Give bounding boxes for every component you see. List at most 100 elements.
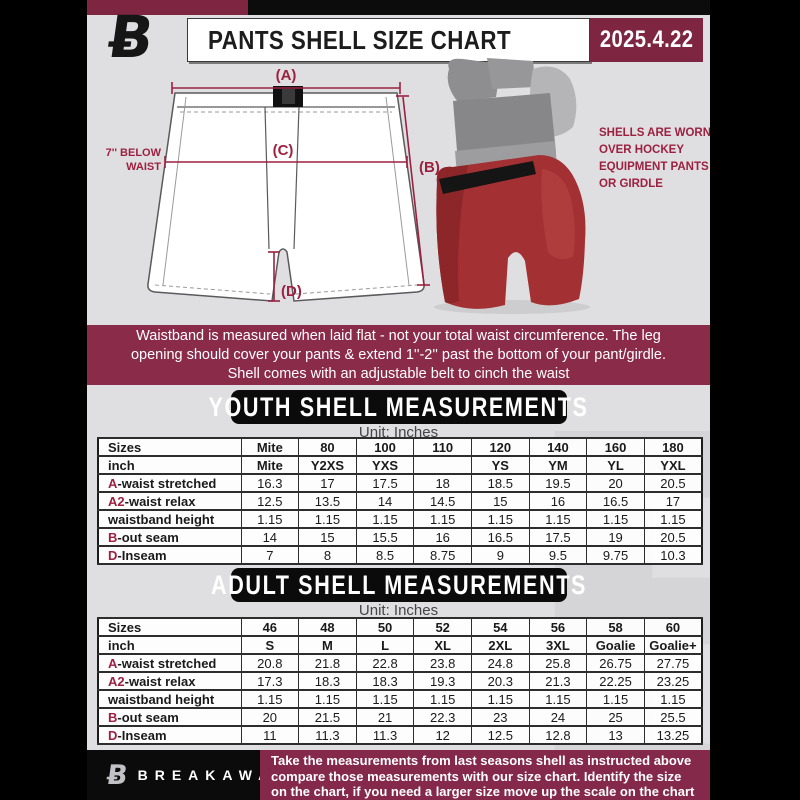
table-cell: S bbox=[240, 635, 300, 655]
row-label: Sizes bbox=[97, 437, 242, 457]
table-cell: 26.75 bbox=[586, 653, 645, 673]
table-cell: 1.15 bbox=[528, 689, 588, 709]
adult-heading-text: ADULT SHELL MEASUREMENTS bbox=[211, 569, 588, 600]
table-cell: 25 bbox=[586, 707, 645, 727]
table-cell: 13.5 bbox=[298, 491, 357, 511]
caption-line: OR GIRDLE bbox=[599, 178, 663, 190]
table-cell: 8.75 bbox=[413, 545, 472, 565]
table-cell: 48 bbox=[298, 617, 357, 637]
row-label: waistband height bbox=[97, 509, 242, 529]
table-cell: 12 bbox=[413, 725, 472, 745]
notice-line: opening should cover your pants & extend… bbox=[130, 346, 666, 363]
footer-note: Take the measurements from last seasons … bbox=[260, 750, 710, 800]
table-cell: 10.3 bbox=[643, 545, 703, 565]
caption-line: SHELLS ARE WORN bbox=[599, 127, 710, 139]
table-cell: 13 bbox=[586, 725, 645, 745]
table-cell: 12.5 bbox=[471, 725, 530, 745]
table-cell: 50 bbox=[355, 617, 415, 637]
table-row: B-out seam 20 21.5 21 22.3 23 24 25 25.5 bbox=[97, 707, 703, 727]
shells-caption: SHELLS ARE WORN OVER HOCKEY EQUIPMENT PA… bbox=[599, 127, 710, 190]
table-cell: 1.15 bbox=[355, 509, 415, 529]
pants-measurement-diagram: (A) (B) (C) (D) 7'' BELOW WAIST SHELLS A… bbox=[106, 58, 710, 314]
table-cell: Goalie bbox=[586, 635, 645, 655]
row-label: D-Inseam bbox=[97, 545, 242, 565]
table-cell: Mite bbox=[240, 455, 300, 475]
table-cell: 15.5 bbox=[355, 527, 415, 547]
youth-size-table: Sizes Mite 80 100 110 120 140 160 180 inch Mite Y2X… bbox=[97, 437, 703, 565]
row-label: inch bbox=[97, 635, 242, 655]
table-cell: 14 bbox=[240, 527, 300, 547]
table-cell: 52 bbox=[413, 617, 472, 637]
table-cell: 25.8 bbox=[528, 653, 588, 673]
header-black-bar bbox=[248, 0, 710, 15]
table-row: D-Inseam 7 8 8.5 8.75 9 9.5 9.75 10.3 bbox=[97, 545, 703, 565]
table-cell: YS bbox=[471, 455, 530, 475]
table-cell: 9 bbox=[471, 545, 530, 565]
adult-unit-label: Unit: Inches bbox=[358, 602, 439, 619]
row-label: A-waist stretched bbox=[97, 653, 242, 673]
table-cell: Goalie+ bbox=[643, 635, 703, 655]
table-cell: 21.8 bbox=[298, 653, 357, 673]
table-cell: 23.8 bbox=[413, 653, 472, 673]
table-cell: 7 bbox=[240, 545, 300, 565]
table-row: waistband height 1.15 1.15 1.15 1.15 1.15 1.15… bbox=[97, 689, 703, 709]
table-cell: Mite bbox=[240, 437, 300, 457]
row-label: A2-waist relax bbox=[97, 491, 242, 511]
table-cell: 1.15 bbox=[355, 689, 415, 709]
footer-note-line: compare those measurements with our size… bbox=[271, 768, 682, 784]
adult-section-heading: ADULT SHELL MEASUREMENTS bbox=[211, 568, 585, 602]
table-cell: 1.15 bbox=[298, 509, 357, 529]
table-cell: 58 bbox=[586, 617, 645, 637]
table-cell: 24 bbox=[528, 707, 588, 727]
table-cell: 22.3 bbox=[413, 707, 472, 727]
dimension-c-label: (C) bbox=[273, 142, 294, 159]
table-cell: M bbox=[298, 635, 357, 655]
table-cell: 18 bbox=[413, 473, 472, 493]
table-cell: 24.8 bbox=[471, 653, 530, 673]
table-cell: 8.5 bbox=[355, 545, 415, 565]
size-chart-page: B Ƀ PANTS SHELL SIZE CHART 2025.4.22 bbox=[87, 0, 710, 800]
table-cell: 13.25 bbox=[643, 725, 703, 745]
table-cell: 20.3 bbox=[471, 671, 530, 691]
breakaway-logo-icon: Ƀ bbox=[104, 759, 130, 791]
table-row: A2-waist relax 12.5 13.5 14 14.5 15 16 16.5 17 bbox=[97, 491, 703, 511]
footer-bar: Ƀ BREAKAWAY Take the measurements from l… bbox=[87, 750, 710, 800]
table-cell: 14 bbox=[355, 491, 415, 511]
table-cell: 18.3 bbox=[355, 671, 415, 691]
table-row: A-waist stretched 16.3 17 17.5 18 18.5 19.5 20 2… bbox=[97, 473, 703, 493]
table-cell: 1.15 bbox=[643, 689, 703, 709]
dimension-b-label: (B) bbox=[419, 159, 440, 176]
table-cell: 25.5 bbox=[643, 707, 703, 727]
table-cell: 22.8 bbox=[355, 653, 415, 673]
table-cell: 1.15 bbox=[586, 509, 645, 529]
adult-table-container: Sizes 46 48 50 52 54 56 58 60 inch S M L XL 2XL 3XL Goal… bbox=[97, 617, 703, 745]
table-cell: 46 bbox=[240, 617, 300, 637]
row-label: B-out seam bbox=[97, 527, 242, 547]
title-bar: PANTS SHELL SIZE CHART bbox=[187, 18, 590, 62]
table-row: inch S M L XL 2XL 3XL Goalie Goalie+ bbox=[97, 635, 703, 655]
table-cell: 11.3 bbox=[355, 725, 415, 745]
table-cell: 17.5 bbox=[355, 473, 415, 493]
table-cell: 19 bbox=[586, 527, 645, 547]
table-cell: 16 bbox=[413, 527, 472, 547]
table-cell: 27.75 bbox=[643, 653, 703, 673]
table-cell: 1.15 bbox=[298, 689, 357, 709]
table-row: B-out seam 14 15 15.5 16 16.5 17.5 19 20.5 bbox=[97, 527, 703, 547]
table-cell: 12.5 bbox=[240, 491, 300, 511]
footer-brand: Ƀ BREAKAWAY bbox=[104, 750, 290, 800]
table-cell: 20.8 bbox=[240, 653, 300, 673]
row-label: inch bbox=[97, 455, 242, 475]
table-cell: 21 bbox=[355, 707, 415, 727]
table-cell: 16 bbox=[528, 491, 588, 511]
notice-line: Shell comes with an adjustable belt to c… bbox=[227, 365, 570, 382]
table-cell: 3XL bbox=[528, 635, 588, 655]
table-cell: YXL bbox=[643, 455, 703, 475]
table-row: Sizes Mite 80 100 110 120 140 160 180 bbox=[97, 437, 703, 457]
table-cell: 1.15 bbox=[586, 689, 645, 709]
table-cell: 21.5 bbox=[298, 707, 357, 727]
table-row: waistband height 1.15 1.15 1.15 1.15 1.15 1.15… bbox=[97, 509, 703, 529]
table-cell: 1.15 bbox=[413, 689, 472, 709]
date-text: 2025.4.22 bbox=[599, 26, 694, 53]
table-row: D-Inseam 11 11.3 11.3 12 12.5 12.8 13 13.25 bbox=[97, 725, 703, 745]
dimension-lines bbox=[164, 82, 430, 302]
